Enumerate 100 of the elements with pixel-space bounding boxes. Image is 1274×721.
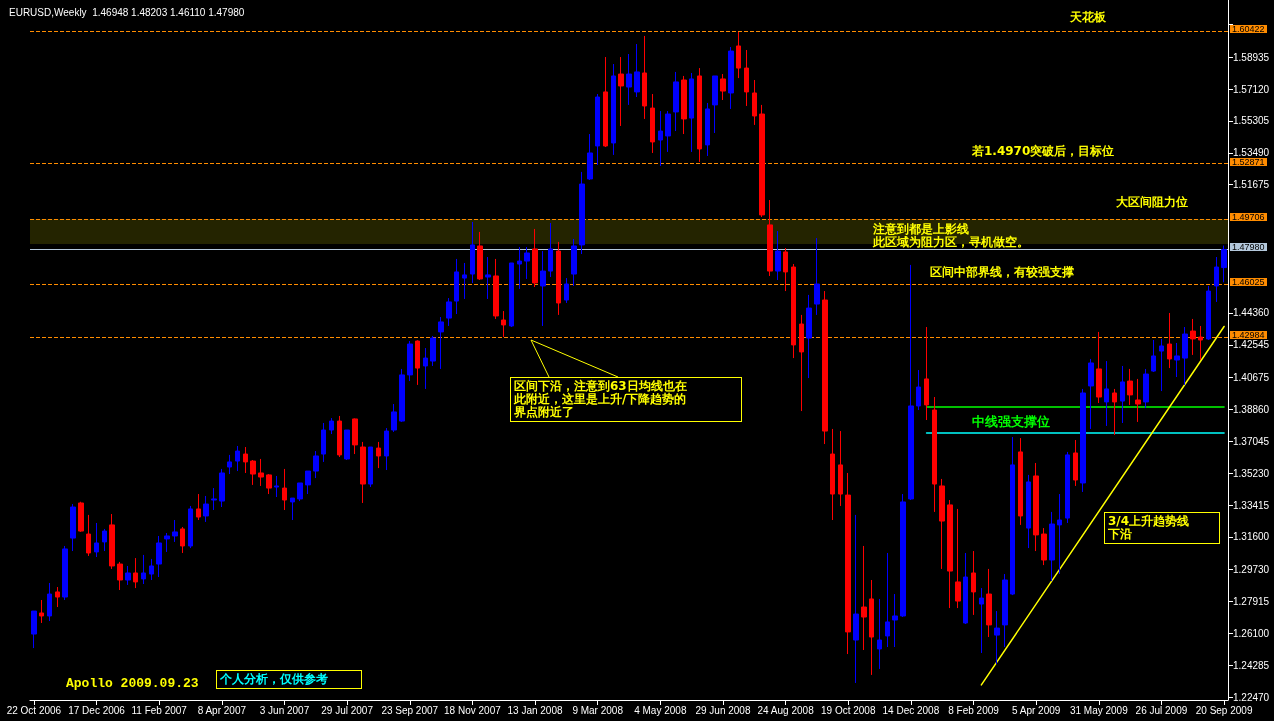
candlestick: [297, 482, 303, 502]
candlestick: [156, 535, 162, 578]
candlestick: [845, 472, 851, 655]
candlestick: [830, 428, 835, 521]
candlestick: [360, 441, 366, 504]
candlestick: [399, 368, 405, 423]
y-tick-label: 1.40675: [1233, 372, 1270, 384]
candlestick: [822, 290, 828, 445]
x-tick-label: 19 Oct 2008: [821, 704, 876, 716]
candlestick: [556, 241, 561, 316]
candlestick: [47, 582, 52, 622]
candlestick: [391, 403, 397, 433]
candlestick: [70, 503, 76, 552]
annotation: 个人分析，仅供参考: [216, 670, 362, 689]
x-tick-label: 17 Dec 2006: [68, 704, 126, 716]
candlestick: [1073, 439, 1078, 487]
candlestick: [243, 446, 248, 474]
candlestick: [329, 417, 334, 435]
candlestick: [892, 593, 898, 648]
candlestick: [1065, 451, 1070, 524]
candlestick: [712, 75, 718, 134]
candlestick: [595, 93, 600, 166]
x-tick-label: 4 May 2008: [634, 704, 687, 716]
candlestick: [1214, 256, 1219, 303]
series-label: 中线强支撑位: [971, 413, 1050, 429]
candlestick: [368, 446, 373, 488]
y-tick-label: 1.35230: [1233, 467, 1270, 479]
candlestick: [250, 459, 256, 486]
candlestick: [1010, 436, 1015, 596]
candlestick: [932, 396, 937, 513]
candlestick: [258, 458, 264, 487]
y-tick-label: 1.42545: [1233, 339, 1270, 351]
candlestick: [1127, 368, 1133, 406]
y-tick-label: 1.27915: [1233, 595, 1270, 607]
candlestick: [493, 258, 499, 320]
candlestick: [752, 79, 757, 126]
text: EURUSD,Weekly 1.46948 1.48203 1.46110 1.47980: [9, 6, 245, 18]
candlestick: [211, 487, 217, 511]
annotation: 注意到都是上影线: [873, 222, 969, 236]
candlestick: [62, 545, 68, 601]
candlestick: [1151, 339, 1156, 373]
candlestick: [885, 552, 890, 648]
candlestick: [321, 422, 326, 463]
y-tick-label: 1.22470: [1233, 691, 1270, 703]
candlestick: [908, 264, 914, 501]
candlestick: [1159, 338, 1164, 392]
candlestick: [337, 415, 342, 458]
annotation: 区间中部界线，有较强支撑: [930, 265, 1074, 279]
candlestick: [509, 262, 514, 328]
candlestick: [438, 316, 444, 370]
candlestick: [1104, 360, 1109, 427]
x-tick-label: 20 Sep 2009: [1195, 704, 1253, 716]
candlestick: [681, 75, 687, 135]
candlestick: [806, 294, 812, 379]
candlestick: [1033, 462, 1039, 552]
candlestick: [219, 468, 225, 508]
candlestick: [650, 93, 655, 154]
candlestick: [1198, 325, 1203, 361]
candlestick: [149, 558, 154, 581]
candlestick: [1002, 573, 1008, 648]
candlestick: [31, 610, 37, 649]
y-tick-label: 1.24285: [1233, 659, 1270, 671]
candlestick: [477, 231, 483, 281]
x-tick-label: 31 May 2009: [1069, 704, 1129, 716]
y-tick-label: 1.57120: [1233, 83, 1270, 95]
y-tick-label: 1.55305: [1233, 115, 1270, 127]
y-tick-label: 1.26100: [1233, 627, 1270, 639]
candlestick: [1049, 511, 1055, 582]
candlestick: [979, 587, 984, 654]
x-tick-label: 29 Jun 2008: [695, 704, 751, 716]
candlestick: [689, 72, 694, 153]
candlestick: [282, 468, 287, 511]
x-tick-label: 13 Jan 2008: [507, 704, 563, 716]
candlestick: [783, 247, 788, 292]
y-tick-label: 1.53490: [1233, 147, 1270, 159]
candlestick: [548, 222, 553, 278]
x-tick-label: 14 Dec 2008: [882, 704, 940, 716]
candlestick: [1088, 358, 1094, 430]
x-tick-label: 11 Feb 2007: [131, 704, 188, 716]
x-tick-label: 5 Apr 2009: [1011, 704, 1061, 716]
candlestick: [462, 262, 467, 300]
candlestick: [86, 514, 91, 557]
candlestick: [673, 71, 679, 132]
candlestick: [986, 568, 992, 638]
candlestick: [1190, 318, 1196, 356]
candlestick: [744, 49, 749, 107]
x-tick-label: 9 Mar 2008: [572, 704, 624, 716]
candlestick: [916, 369, 921, 411]
candlestick: [141, 554, 146, 585]
candlestick: [501, 310, 506, 338]
x-tick-label: 18 Nov 2007: [444, 704, 502, 716]
candlestick: [1080, 388, 1086, 493]
annotation: 3/4上升趋势线下沿: [1104, 512, 1220, 544]
y-tick-label: 1.51675: [1233, 179, 1270, 191]
annotation: 此区域为阻力区，寻机做空。: [873, 235, 1029, 249]
candlestick: [665, 110, 671, 153]
candlestick: [188, 505, 193, 549]
candlestick: [235, 445, 240, 472]
candlestick: [470, 221, 475, 284]
candlestick: [125, 565, 131, 586]
